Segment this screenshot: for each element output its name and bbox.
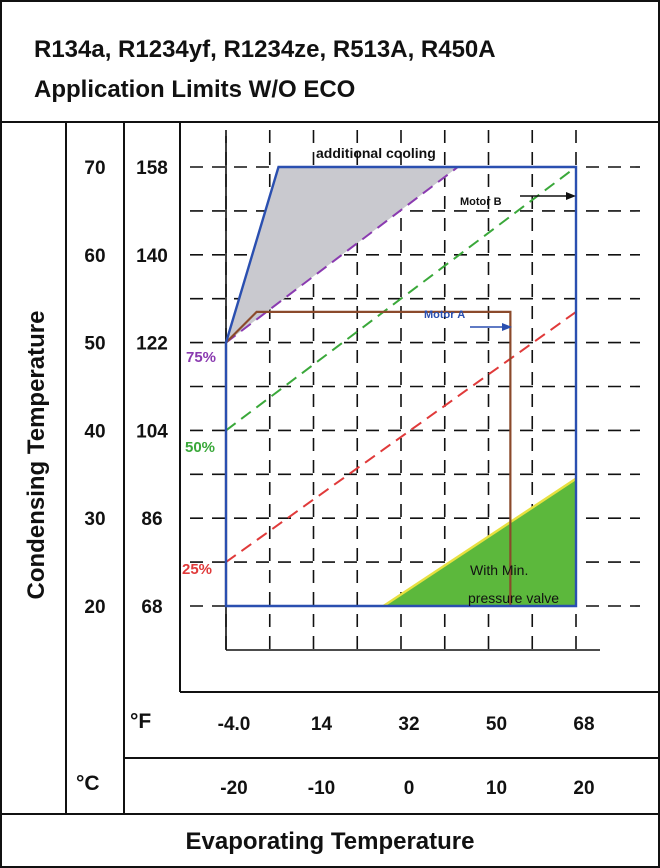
x-tick-fahrenheit: 68 (573, 714, 594, 735)
motor-b-label: Motor B (460, 196, 502, 208)
x-tick-fahrenheit: 50 (486, 714, 507, 735)
y-tick-fahrenheit: 86 (141, 509, 162, 530)
x-tick-fahrenheit: -4.0 (218, 714, 251, 735)
series-label-50: 50% (185, 439, 215, 456)
min-pressure-valve-edge (382, 477, 577, 608)
min-pressure-valve-label-2: pressure valve (468, 590, 559, 606)
min-pressure-valve-label-1: With Min. (470, 562, 528, 578)
x-tick-celsius: 20 (573, 778, 594, 799)
tick-labels: 20 68 30 86 40 104 50 122 60 140 70 158 -4.0 -20 14 -10… (84, 158, 594, 799)
series-line-50 (225, 166, 577, 432)
y-tick-celsius: 30 (84, 509, 105, 530)
x-tick-celsius: 10 (486, 778, 507, 799)
unit-fahrenheit-label: °F (130, 710, 151, 733)
x-tick-fahrenheit: 14 (311, 714, 333, 735)
y-tick-celsius: 50 (84, 334, 105, 355)
series-line-25 (225, 311, 577, 563)
y-tick-celsius: 60 (84, 246, 105, 267)
motor-b-arrowhead (566, 192, 576, 200)
y-tick-celsius: 70 (84, 158, 105, 179)
x-axis-title: Evaporating Temperature (186, 828, 475, 855)
y-axis-title: Condensing Temperature (23, 311, 50, 600)
motor-a-arrowhead (502, 323, 512, 331)
y-tick-fahrenheit: 68 (141, 597, 162, 618)
chart-title-line2: Application Limits W/O ECO (34, 76, 355, 103)
y-tick-fahrenheit: 140 (136, 246, 168, 267)
plot-area (190, 130, 640, 651)
series-label-75: 75% (186, 349, 216, 366)
chart-title-line1: R134a, R1234yf, R1234ze, R513A, R450A (34, 36, 496, 63)
x-tick-celsius: -20 (220, 778, 247, 799)
y-tick-fahrenheit: 104 (136, 421, 168, 442)
x-tick-celsius: 0 (404, 778, 415, 799)
application-envelope (224, 165, 578, 608)
y-tick-fahrenheit: 122 (136, 334, 168, 355)
y-tick-celsius: 40 (84, 421, 105, 442)
additional-cooling-label: additional cooling (316, 145, 436, 161)
y-tick-fahrenheit: 158 (136, 158, 168, 179)
series-line-75 (225, 166, 459, 344)
y-tick-celsius: 20 (84, 597, 105, 618)
series-label-25: 25% (182, 561, 212, 578)
x-tick-celsius: -10 (308, 778, 335, 799)
motor-a-label: Motor A (424, 309, 465, 321)
unit-celsius-label: °C (76, 772, 100, 795)
x-tick-fahrenheit: 32 (398, 714, 419, 735)
